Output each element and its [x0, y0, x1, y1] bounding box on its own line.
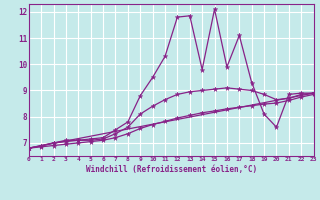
X-axis label: Windchill (Refroidissement éolien,°C): Windchill (Refroidissement éolien,°C): [86, 165, 257, 174]
